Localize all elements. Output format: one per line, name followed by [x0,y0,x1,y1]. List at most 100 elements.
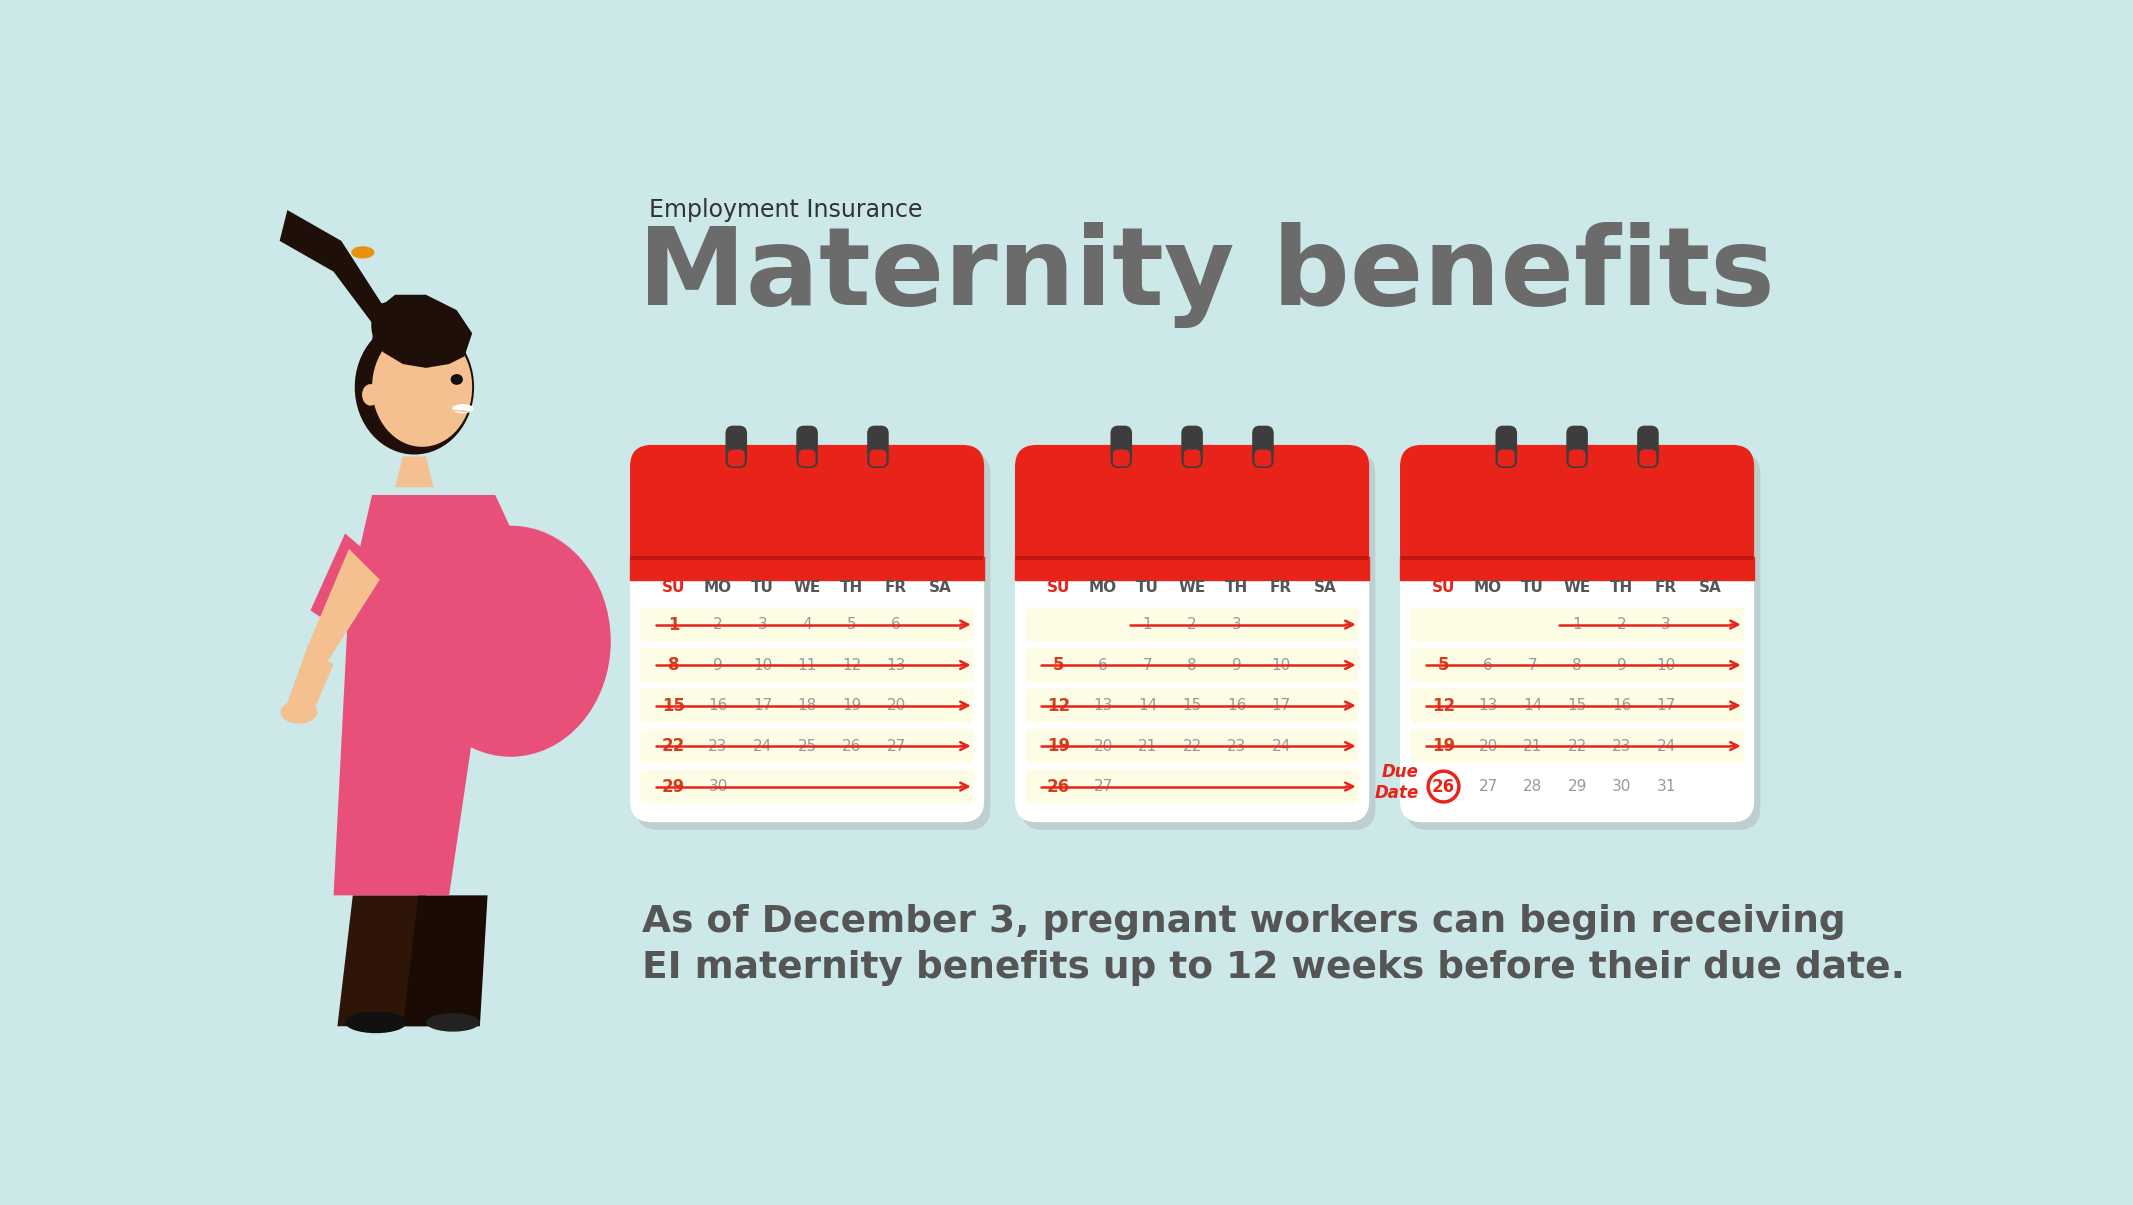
Text: 17: 17 [1271,698,1290,713]
Text: 5: 5 [1438,656,1448,674]
Text: 20: 20 [1094,739,1113,753]
Text: WE: WE [793,580,821,595]
Text: 25: 25 [798,739,817,753]
FancyBboxPatch shape [868,425,889,468]
FancyBboxPatch shape [640,688,973,723]
Text: 10: 10 [753,658,772,672]
FancyBboxPatch shape [1252,425,1273,468]
Text: 8: 8 [1572,658,1583,672]
FancyBboxPatch shape [796,425,817,468]
Text: 20: 20 [887,698,907,713]
FancyBboxPatch shape [629,445,983,822]
FancyBboxPatch shape [725,425,747,468]
Ellipse shape [354,319,474,454]
Text: TU: TU [1521,580,1544,595]
Text: FR: FR [1269,580,1293,595]
Text: 9: 9 [712,658,723,672]
Text: 1: 1 [1143,617,1152,633]
Text: Maternity benefits: Maternity benefits [638,223,1775,329]
Text: Employment Insurance: Employment Insurance [648,198,924,222]
Ellipse shape [371,328,471,447]
Text: SU: SU [1431,580,1455,595]
Text: 7: 7 [1143,658,1152,672]
FancyBboxPatch shape [1254,449,1271,466]
Text: TH: TH [1610,580,1634,595]
FancyBboxPatch shape [1026,648,1359,682]
Text: 6: 6 [1098,658,1107,672]
Text: 9: 9 [1231,658,1241,672]
Text: 12: 12 [843,658,862,672]
Text: 23: 23 [1226,739,1246,753]
Text: 14: 14 [1137,698,1158,713]
Ellipse shape [346,1012,407,1033]
Text: 12: 12 [1431,696,1455,715]
Polygon shape [307,548,380,664]
Ellipse shape [422,525,608,741]
Ellipse shape [410,525,610,757]
FancyBboxPatch shape [1410,729,1743,763]
Text: 29: 29 [661,777,685,795]
FancyBboxPatch shape [1399,445,1753,822]
Text: 13: 13 [1478,698,1497,713]
FancyBboxPatch shape [1640,449,1657,466]
Text: 10: 10 [1271,658,1290,672]
Text: WE: WE [1563,580,1591,595]
Text: FR: FR [885,580,907,595]
Polygon shape [403,895,488,1027]
Text: 22: 22 [661,737,685,756]
FancyBboxPatch shape [1015,445,1369,822]
Polygon shape [371,295,471,368]
Text: 1: 1 [1572,617,1583,633]
Text: Due
Date: Due Date [1374,763,1418,803]
Text: 6: 6 [892,617,900,633]
Text: 19: 19 [1431,737,1455,756]
Text: MO: MO [704,580,732,595]
FancyBboxPatch shape [1638,425,1659,468]
FancyBboxPatch shape [640,729,973,763]
FancyBboxPatch shape [1026,688,1359,723]
Polygon shape [395,457,433,487]
Circle shape [1429,771,1459,803]
Ellipse shape [452,404,474,413]
FancyBboxPatch shape [727,449,744,466]
Text: 12: 12 [1047,696,1071,715]
FancyBboxPatch shape [1022,453,1376,830]
Text: WE: WE [1180,580,1205,595]
Text: 5: 5 [847,617,857,633]
FancyBboxPatch shape [1495,425,1517,468]
Ellipse shape [450,374,463,384]
FancyBboxPatch shape [1015,445,1369,580]
FancyBboxPatch shape [1406,453,1760,830]
FancyBboxPatch shape [629,445,983,580]
Text: 26: 26 [1047,777,1071,795]
Text: 23: 23 [1613,739,1632,753]
Text: 2: 2 [1617,617,1627,633]
FancyBboxPatch shape [1410,607,1743,641]
FancyBboxPatch shape [798,449,815,466]
Text: 16: 16 [708,698,727,713]
FancyBboxPatch shape [640,770,973,804]
FancyBboxPatch shape [1113,449,1130,466]
Text: TH: TH [1224,580,1248,595]
Text: 21: 21 [1523,739,1542,753]
Text: 6: 6 [1482,658,1493,672]
Text: 18: 18 [798,698,817,713]
Text: 24: 24 [753,739,772,753]
Text: 19: 19 [1047,737,1071,756]
Text: 13: 13 [1094,698,1113,713]
Text: 8: 8 [668,656,678,674]
Text: 10: 10 [1657,658,1677,672]
Text: 22: 22 [1182,739,1201,753]
FancyBboxPatch shape [1497,449,1514,466]
Text: TU: TU [1137,580,1158,595]
Text: MO: MO [1090,580,1118,595]
Text: 17: 17 [1657,698,1677,713]
FancyBboxPatch shape [1111,425,1133,468]
Text: SA: SA [1700,580,1721,595]
FancyBboxPatch shape [1182,425,1203,468]
FancyBboxPatch shape [1410,648,1743,682]
Text: SA: SA [1314,580,1337,595]
Text: 2: 2 [1188,617,1197,633]
Polygon shape [279,210,386,334]
Text: 3: 3 [1231,617,1241,633]
